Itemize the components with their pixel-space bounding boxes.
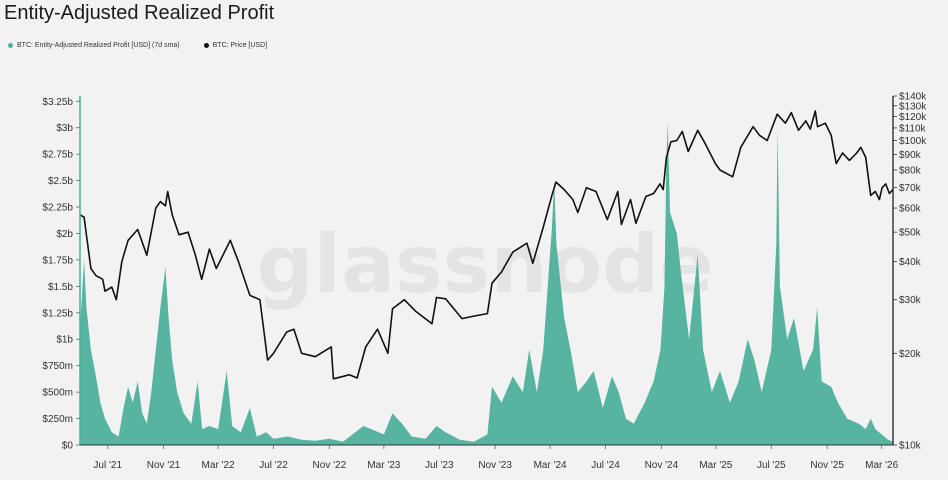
- right-tick-label: $40k: [899, 257, 922, 268]
- left-tick-label: $1b: [56, 335, 73, 346]
- x-tick-label: Nov '24: [645, 460, 679, 471]
- legend-label-profit: BTC: Entity-Adjusted Realized Profit [US…: [17, 42, 180, 49]
- tick-labels-layer: $0 $250m $500m $750m $1b $1.25b $1.5b $1.75b $2b…: [42, 92, 927, 472]
- legend-dot-profit: [8, 43, 13, 48]
- right-tick-label: $110k: [899, 123, 927, 134]
- left-tick-label: $2.5b: [48, 176, 73, 187]
- left-tick-label: $1.25b: [42, 308, 73, 319]
- x-tick-label: Jul '22: [259, 460, 288, 471]
- x-tick-label: Nov '23: [478, 460, 512, 471]
- right-tick-label: $70k: [899, 183, 922, 194]
- right-tick-label: $100k: [899, 136, 927, 147]
- right-tick-label: $80k: [899, 166, 922, 177]
- left-tick-label: $1.75b: [42, 255, 73, 266]
- right-tick-label: $140k: [899, 92, 927, 103]
- price-line: [79, 110, 894, 380]
- left-tick-label: $2b: [56, 229, 73, 240]
- watermark: glassnode: [256, 218, 713, 311]
- x-tick-label: Mar '23: [367, 460, 400, 471]
- legend-item-profit[interactable]: BTC: Entity-Adjusted Realized Profit [US…: [8, 42, 180, 49]
- right-tick-label: $10k: [899, 441, 922, 452]
- profit-area: [80, 122, 893, 446]
- left-tick-label: $1.5b: [48, 282, 73, 293]
- left-tick-label: $3.25b: [42, 97, 73, 108]
- right-tick-label: $30k: [899, 295, 922, 306]
- axes-layer: [76, 95, 897, 449]
- x-tick-label: Jul '25: [757, 460, 786, 471]
- left-tick-label: $3b: [56, 123, 73, 134]
- left-tick-label: $2.25b: [42, 203, 73, 214]
- right-tick-label: $90k: [899, 150, 922, 161]
- right-tick-label: $20k: [899, 349, 922, 360]
- x-tick-label: Mar '22: [202, 460, 235, 471]
- profit-area-layer: [80, 122, 893, 446]
- right-tick-label: $60k: [899, 204, 922, 215]
- left-tick-label: $250m: [42, 414, 73, 425]
- chart-title: Entity-Adjusted Realized Profit: [4, 2, 275, 24]
- right-tick-label: $50k: [899, 228, 922, 239]
- x-tick-label: Jul '23: [425, 460, 454, 471]
- x-tick-label: Jul '21: [93, 460, 122, 471]
- x-tick-label: Nov '21: [147, 460, 181, 471]
- x-tick-label: Mar '24: [534, 460, 567, 471]
- price-line-layer: [79, 110, 894, 380]
- legend-dot-price: [203, 43, 209, 48]
- x-tick-label: Mar '26: [865, 460, 898, 471]
- legend-item-price[interactable]: BTC: Price [USD]: [203, 42, 268, 49]
- left-tick-label: $750m: [42, 361, 73, 372]
- right-tick-label: $130k: [899, 101, 927, 112]
- x-tick-label: Nov '22: [313, 460, 347, 471]
- left-tick-label: $2.75b: [42, 150, 73, 161]
- left-tick-label: $0: [62, 441, 74, 452]
- legend-label-price: BTC: Price [USD]: [212, 42, 268, 49]
- right-tick-label: $120k: [899, 112, 927, 123]
- legend: BTC: Entity-Adjusted Realized Profit [US…: [8, 42, 267, 49]
- x-tick-label: Nov '25: [810, 460, 844, 471]
- x-tick-label: Jul '24: [591, 460, 620, 471]
- left-tick-label: $500m: [42, 388, 73, 399]
- x-tick-label: Mar '25: [699, 460, 732, 471]
